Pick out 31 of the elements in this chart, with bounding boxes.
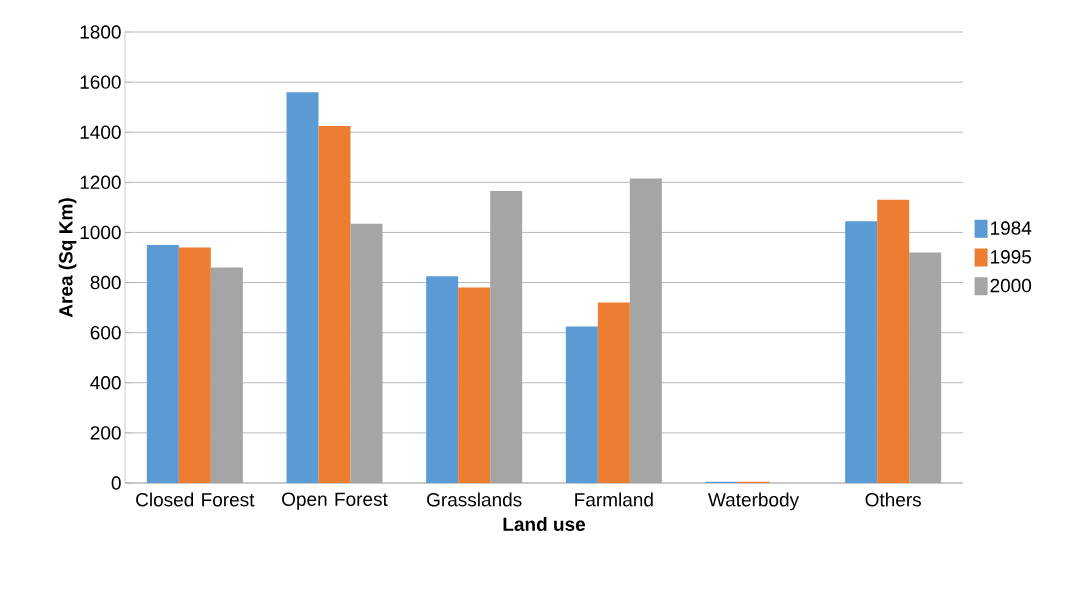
x-tick-label: Others [865,492,921,507]
y-axis-title: Area (Sq Km) [58,198,77,318]
legend-label: 2000 [990,278,1032,293]
bar [318,125,351,483]
y-tick-label: 800 [90,275,121,290]
y-tick-label: 0 [111,476,121,490]
y-tick-label: 1800 [80,25,121,39]
bar [286,92,319,483]
bar [178,247,211,483]
x-tick-label: Closed Forest [136,492,255,507]
bar [845,221,878,483]
y-tick-label: 400 [90,376,121,390]
x-tick-label: Farmland [575,492,653,507]
x-tick-label: Open Forest [282,492,388,510]
x-axis-title: Land use [503,517,586,532]
y-tick-label: 200 [90,426,121,440]
y-tick-label: 1600 [80,75,121,89]
bar [146,244,179,483]
x-tick-label: Grasslands [427,492,522,507]
bar [597,302,630,483]
y-tick-label: 600 [90,325,121,340]
y-tick-label: 1000 [80,225,121,240]
y-tick-label: 1200 [80,175,121,190]
bar [877,199,910,483]
legend-label: 1995 [991,250,1032,264]
legend-label: 1984 [991,221,1032,235]
bar [565,326,598,483]
bar [426,276,459,483]
x-tick-label: Waterbody [708,492,800,511]
y-tick-label: 1400 [80,125,121,139]
bar [458,287,491,483]
